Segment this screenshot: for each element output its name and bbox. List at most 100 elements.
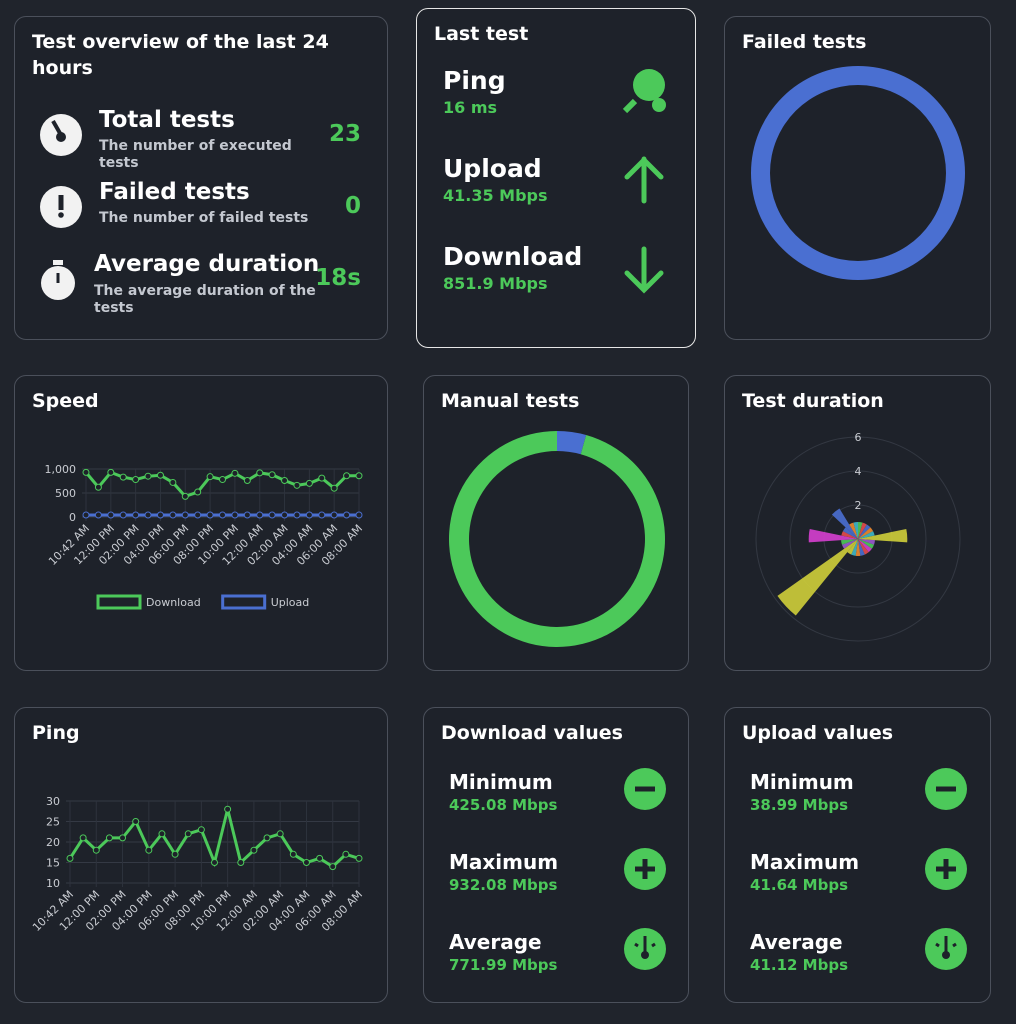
wedge — [842, 527, 858, 539]
wedge — [858, 527, 874, 539]
point — [132, 511, 140, 519]
point — [302, 859, 310, 866]
icons — [40, 114, 82, 300]
item-label: Average — [750, 930, 843, 954]
wedge — [851, 539, 858, 556]
point — [276, 830, 284, 838]
item-value: 23 — [328, 121, 361, 147]
point — [94, 511, 102, 519]
point — [224, 805, 232, 813]
point — [194, 511, 202, 519]
download-values-card: Download values Minimum 425.08 Mbps Maxi… — [423, 707, 689, 1003]
icons — [624, 768, 666, 970]
point — [305, 511, 313, 519]
doughnut — [751, 65, 965, 281]
point — [329, 863, 337, 871]
wedge — [858, 522, 863, 539]
wedge — [858, 539, 875, 545]
card-title: Ping — [32, 722, 80, 744]
point — [293, 481, 301, 489]
point — [206, 473, 214, 481]
y-tick-label: 1,000 — [45, 463, 77, 476]
point — [181, 511, 189, 519]
item-label: Upload — [443, 154, 542, 183]
item-value: 18s — [315, 265, 361, 291]
icons — [622, 69, 666, 294]
wedge — [849, 522, 858, 539]
item-label: Minimum — [449, 770, 553, 794]
y-tick-label: 500 — [55, 487, 76, 500]
y-tick-label: 0 — [69, 511, 76, 524]
card-title: Failed tests — [742, 31, 867, 53]
point — [169, 478, 177, 486]
item-value: 41.64 Mbps — [750, 876, 848, 894]
point — [243, 511, 251, 519]
point — [194, 488, 202, 496]
point — [355, 472, 363, 480]
card-title: Last test — [434, 23, 529, 45]
wedge — [858, 522, 867, 539]
wedge — [855, 539, 861, 556]
point — [132, 476, 140, 484]
point — [132, 818, 140, 825]
y-tick-label: 20 — [46, 836, 60, 849]
point — [305, 479, 313, 487]
wedge — [858, 531, 875, 539]
point — [281, 511, 289, 519]
item-label: Maximum — [750, 850, 860, 874]
wedge — [841, 531, 858, 539]
item-label: Failed tests — [99, 179, 250, 205]
point — [316, 854, 324, 862]
point — [82, 468, 90, 476]
wedge — [841, 539, 858, 549]
point — [144, 472, 152, 480]
wedge — [847, 539, 858, 555]
legend-swatch — [96, 594, 142, 610]
card-title: Download values — [441, 722, 623, 744]
ping-card: Ping 10 15 20 25 30 10:42 AM 12:00 PM 02:00 PM 0… — [14, 707, 388, 1003]
point — [145, 846, 153, 854]
point — [171, 850, 179, 858]
segment — [449, 431, 665, 647]
point — [318, 511, 326, 519]
point — [184, 830, 192, 838]
point — [343, 511, 351, 519]
item-label: Average — [449, 930, 542, 954]
segment — [557, 431, 587, 455]
point — [197, 826, 205, 834]
wedge — [831, 508, 858, 539]
point — [119, 473, 127, 481]
point — [156, 511, 164, 519]
point — [105, 834, 113, 842]
manual-card: Manual tests — [423, 375, 689, 671]
legend-label: Upload — [271, 596, 310, 609]
y-tick-label: 30 — [46, 795, 60, 808]
item-desc: The average duration of the tests — [94, 283, 316, 316]
item-value: 932.08 Mbps — [449, 876, 558, 894]
wedge — [841, 539, 858, 545]
wedge — [858, 539, 872, 553]
point — [318, 474, 326, 482]
y-tick-label: 25 — [46, 816, 60, 829]
point — [355, 511, 363, 519]
point — [263, 834, 271, 842]
y-tick-label: 15 — [46, 857, 60, 870]
point — [268, 511, 276, 519]
icons — [925, 768, 967, 970]
point — [281, 477, 289, 485]
point — [156, 471, 164, 479]
point — [293, 511, 301, 519]
card-title: Speed — [32, 390, 99, 412]
point — [107, 511, 115, 519]
point — [342, 850, 350, 858]
point — [92, 846, 100, 854]
grid-ring — [789, 470, 927, 608]
item-label: Average duration — [94, 251, 320, 277]
point — [330, 511, 338, 519]
point — [237, 859, 245, 866]
point — [355, 854, 363, 862]
card-title: Upload values — [742, 722, 894, 744]
